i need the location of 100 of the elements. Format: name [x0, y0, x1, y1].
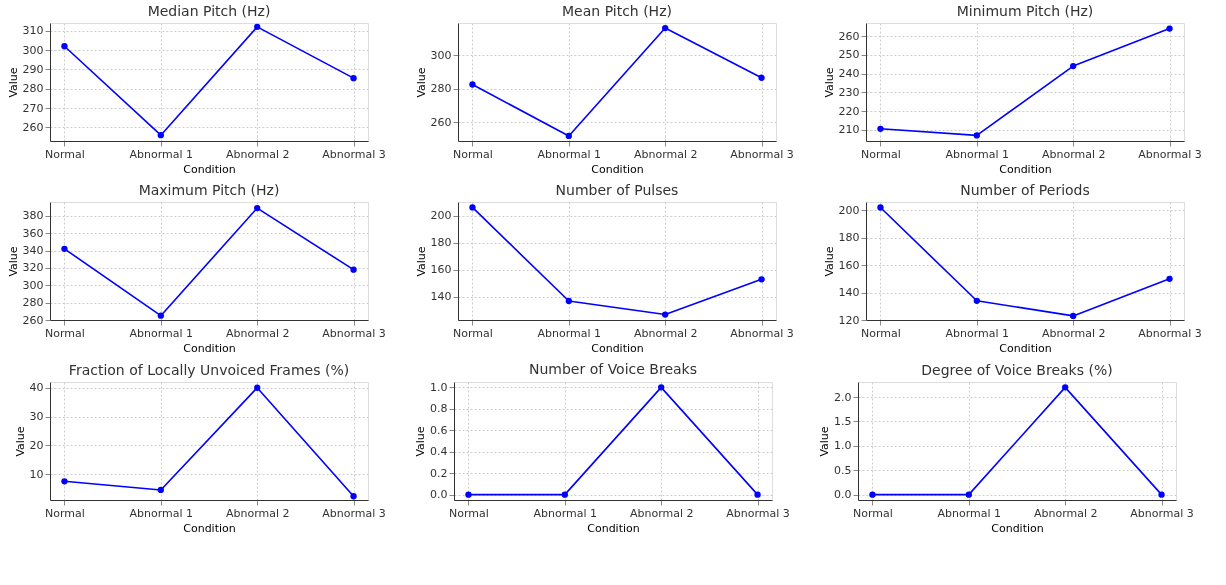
x-tick-label: Abnormal 1: [945, 326, 1010, 340]
x-tick-label: Abnormal 1: [129, 506, 194, 520]
y-axis-title: Value: [414, 426, 428, 457]
point: [157, 486, 164, 494]
y-tick-label: 260: [22, 120, 44, 134]
point: [61, 43, 68, 50]
y-axis-title: Value: [822, 246, 836, 277]
point: [565, 297, 572, 305]
point: [350, 74, 357, 82]
x-tick-label: Abnormal 3: [1138, 326, 1202, 340]
point: [758, 276, 765, 283]
y-tick-label: 120: [838, 313, 860, 327]
x-tick-label: Abnormal 3: [322, 147, 386, 161]
y-tick-label: 0.0: [834, 488, 852, 502]
x-tick-label: Abnormal 3: [1130, 506, 1194, 520]
x-tick-label: Normal: [453, 147, 493, 161]
y-tick-label: 0.5: [834, 463, 852, 477]
point: [565, 132, 572, 140]
x-tick-label: Abnormal 2: [1033, 506, 1098, 520]
point: [469, 81, 476, 88]
x-tick-label: Abnormal 2: [629, 506, 694, 520]
y-tick-label: 180: [430, 236, 452, 250]
y-tick-label: 320: [22, 261, 44, 275]
x-tick-label: Normal: [45, 326, 85, 340]
chart-title: Minimum Pitch (Hz): [956, 3, 1094, 19]
x-tick-label: Abnormal 1: [937, 506, 1002, 520]
chart-title: Maximum Pitch (Hz): [138, 182, 280, 198]
point: [877, 125, 884, 132]
x-tick-label: Abnormal 2: [633, 147, 698, 161]
y-axis-title: Value: [6, 246, 20, 277]
chart-title: Median Pitch (Hz): [147, 3, 271, 19]
x-axis-title: Condition: [991, 521, 1044, 535]
x-tick-label: Abnormal 3: [322, 326, 386, 340]
y-tick-label: 220: [838, 104, 860, 118]
y-tick-label: 160: [838, 258, 860, 272]
y-axis-title: Value: [818, 426, 832, 457]
y-tick-label: 30: [29, 410, 44, 424]
y-tick-label: 20: [29, 438, 44, 452]
x-tick-label: Abnormal 1: [537, 147, 602, 161]
point: [61, 478, 68, 485]
point: [973, 297, 980, 304]
x-tick-label: Normal: [453, 326, 493, 340]
y-tick-label: 0.2: [430, 466, 448, 480]
chart-title: Number of Periods: [960, 182, 1090, 198]
y-tick-label: 180: [838, 231, 860, 245]
y-tick-label: 10: [29, 467, 44, 481]
y-tick-label: 0.0: [430, 488, 448, 502]
y-tick-label: 260: [838, 29, 860, 43]
point: [1070, 62, 1077, 70]
chart-title: Number of Pulses: [555, 182, 679, 198]
x-axis-title: Condition: [183, 341, 236, 355]
chart-title: Mean Pitch (Hz): [562, 3, 672, 19]
y-axis-title: Value: [13, 426, 27, 457]
point: [350, 493, 357, 500]
y-tick-label: 300: [22, 43, 44, 57]
chart-title: Fraction of Locally Unvoiced Frames (%): [68, 361, 350, 378]
y-tick-label: 2.0: [834, 390, 852, 404]
point: [254, 204, 261, 212]
y-tick-label: 0.4: [430, 445, 448, 459]
y-tick-label: 140: [838, 286, 860, 300]
x-axis-title: Condition: [587, 521, 640, 535]
y-axis-title: Value: [822, 67, 836, 98]
y-tick-label: 260: [430, 115, 452, 129]
y-tick-label: 140: [430, 290, 452, 304]
y-tick-label: 310: [22, 24, 44, 38]
x-axis-title: Condition: [591, 341, 644, 355]
y-tick-label: 360: [22, 226, 44, 240]
y-tick-label: 290: [22, 62, 44, 76]
y-tick-label: 200: [430, 209, 452, 223]
y-tick-label: 200: [838, 203, 860, 217]
x-tick-label: Abnormal 1: [537, 326, 602, 340]
y-tick-label: 280: [22, 296, 44, 310]
x-tick-label: Abnormal 3: [322, 506, 386, 520]
y-tick-label: 380: [22, 209, 44, 223]
y-tick-label: 160: [430, 263, 452, 277]
y-tick-label: 40: [29, 381, 44, 395]
x-axis-title: Condition: [999, 162, 1052, 176]
x-tick-label: Abnormal 1: [129, 147, 194, 161]
y-tick-label: 280: [22, 82, 44, 96]
y-tick-label: 240: [838, 67, 860, 81]
point: [1166, 275, 1173, 282]
x-tick-label: Abnormal 3: [730, 326, 794, 340]
x-axis-title: Condition: [999, 341, 1052, 355]
x-tick-label: Abnormal 1: [945, 147, 1010, 161]
x-axis-title: Condition: [591, 162, 644, 176]
x-tick-label: Normal: [853, 506, 893, 520]
x-tick-label: Normal: [861, 326, 901, 340]
y-tick-label: 270: [22, 101, 44, 115]
y-axis-title: Value: [414, 246, 428, 277]
point: [1070, 312, 1077, 320]
x-tick-label: Abnormal 1: [129, 326, 194, 340]
y-axis-title: Value: [414, 67, 428, 98]
point: [469, 204, 476, 211]
point: [157, 132, 164, 139]
x-tick-label: Abnormal 3: [1138, 147, 1202, 161]
x-tick-label: Abnormal 2: [225, 326, 290, 340]
y-tick-label: 230: [838, 85, 860, 99]
y-tick-label: 250: [838, 48, 860, 62]
point: [254, 384, 261, 391]
x-axis-title: Condition: [183, 162, 236, 176]
